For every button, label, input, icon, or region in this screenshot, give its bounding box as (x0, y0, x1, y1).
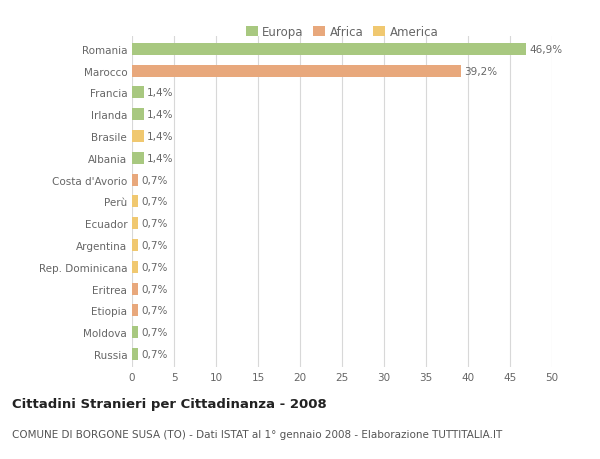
Text: 1,4%: 1,4% (147, 88, 173, 98)
Text: 0,7%: 0,7% (141, 284, 167, 294)
Text: 1,4%: 1,4% (147, 110, 173, 120)
Text: 39,2%: 39,2% (464, 67, 498, 77)
Text: 0,7%: 0,7% (141, 262, 167, 272)
Text: 0,7%: 0,7% (141, 349, 167, 359)
Text: 0,7%: 0,7% (141, 327, 167, 337)
Bar (132, 131, 144, 143)
Bar (132, 283, 138, 295)
Bar (132, 326, 138, 338)
Bar (132, 348, 138, 360)
Bar (132, 109, 144, 121)
Bar (132, 305, 138, 317)
Legend: Europa, Africa, America: Europa, Africa, America (241, 21, 443, 44)
Bar (132, 44, 526, 56)
Text: Cittadini Stranieri per Cittadinanza - 2008: Cittadini Stranieri per Cittadinanza - 2… (12, 397, 327, 410)
Text: 0,7%: 0,7% (141, 218, 167, 229)
Text: 46,9%: 46,9% (529, 45, 562, 55)
Bar (132, 218, 138, 230)
Text: 0,7%: 0,7% (141, 306, 167, 316)
Text: 1,4%: 1,4% (147, 132, 173, 142)
Bar (132, 240, 138, 252)
Bar (132, 196, 138, 208)
Bar (132, 66, 461, 78)
Text: 0,7%: 0,7% (141, 197, 167, 207)
Text: COMUNE DI BORGONE SUSA (TO) - Dati ISTAT al 1° gennaio 2008 - Elaborazione TUTTI: COMUNE DI BORGONE SUSA (TO) - Dati ISTAT… (12, 429, 502, 439)
Bar (132, 87, 144, 99)
Bar (132, 152, 144, 164)
Text: 1,4%: 1,4% (147, 153, 173, 163)
Text: 0,7%: 0,7% (141, 175, 167, 185)
Bar (132, 261, 138, 273)
Bar (132, 174, 138, 186)
Text: 0,7%: 0,7% (141, 241, 167, 251)
